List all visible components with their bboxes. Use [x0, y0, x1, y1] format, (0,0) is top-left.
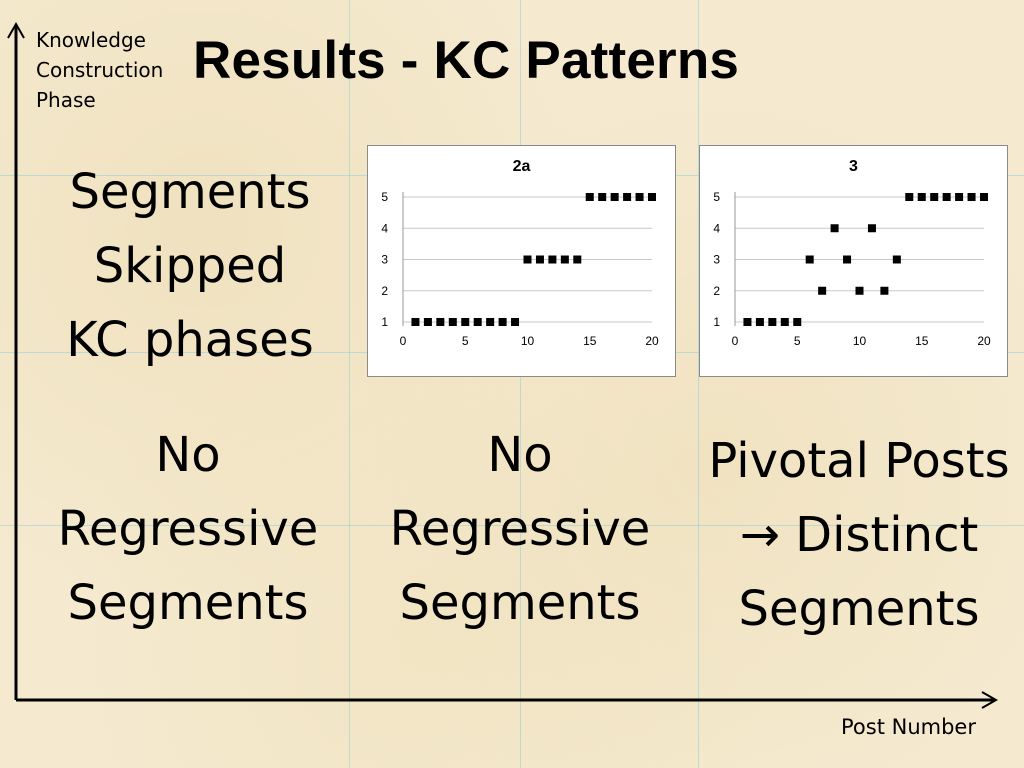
x-tick-label: 5: [794, 334, 801, 348]
y-tick-label: 1: [713, 315, 720, 329]
background-gridline: [0, 525, 1024, 526]
data-point: [905, 193, 914, 201]
row2-col1-line: No: [155, 427, 221, 483]
data-point: [448, 318, 457, 326]
row1-label: Segments Skipped KC phases: [40, 155, 340, 377]
x-tick-label: 10: [521, 334, 535, 348]
row2-col3-text: Pivotal Posts → Distinct Segments: [704, 424, 1014, 646]
slide-title: Results - KC Patterns: [193, 31, 740, 90]
y-tick-label: 3: [713, 253, 720, 267]
data-point: [930, 193, 939, 201]
background-gridline: [349, 0, 350, 768]
data-point: [411, 318, 420, 326]
row2-col3-line: Pivotal Posts: [708, 433, 1010, 489]
row2-col1-text: No Regressive Segments: [38, 418, 338, 640]
x-tick-label: 20: [645, 334, 659, 348]
x-tick-label: 15: [915, 334, 929, 348]
row1-label-line: Skipped: [93, 238, 287, 294]
data-point: [980, 193, 988, 201]
data-point: [942, 193, 951, 201]
data-point: [635, 193, 644, 201]
x-tick-label: 5: [462, 334, 469, 348]
data-point: [610, 193, 619, 201]
data-point: [511, 318, 520, 326]
data-point: [486, 318, 495, 326]
data-point: [818, 286, 827, 295]
data-point: [755, 318, 764, 326]
y-axis-label-line: Phase: [36, 88, 96, 112]
y-tick-label: 5: [713, 190, 720, 204]
chart-plot: 1 2 3 4 5 0 5 10 15 20: [713, 190, 991, 348]
y-tick-label: 2: [713, 284, 720, 298]
data-point: [585, 193, 594, 201]
data-point: [955, 193, 964, 201]
chart-title: 3: [849, 158, 858, 175]
chart-2a: 2a 1 2 3 4 5 0 5 10 15 20: [367, 145, 676, 377]
y-tick-label: 2: [381, 284, 388, 298]
row2-col2-line: No: [487, 427, 553, 483]
chart-3: 3 1 2 3 4 5 0 5 10 15 20: [699, 145, 1008, 377]
chart-plot: 1 2 3 4 5 0 5 10 15 20: [381, 190, 659, 348]
row2-col2-line: Segments: [399, 575, 641, 631]
row2-col2-line: Regressive: [389, 501, 651, 557]
data-point: [768, 318, 777, 326]
x-tick-label: 0: [732, 334, 739, 348]
data-point: [917, 193, 926, 201]
data-point: [461, 318, 470, 326]
data-point: [967, 193, 976, 201]
background-gridline: [520, 0, 521, 768]
row1-label-line: KC phases: [66, 312, 314, 368]
y-tick-label: 5: [381, 190, 388, 204]
y-axis-label: Knowledge Construction Phase: [36, 25, 163, 115]
row1-label-line: Segments: [69, 164, 311, 220]
row2-col3-line: Segments: [738, 581, 980, 637]
data-point: [498, 318, 507, 326]
chart-title: 2a: [512, 158, 531, 175]
data-point: [623, 193, 632, 201]
data-point: [598, 193, 607, 201]
data-point: [648, 193, 656, 201]
data-point: [830, 224, 839, 233]
y-tick-label: 1: [381, 315, 388, 329]
data-point: [573, 255, 582, 264]
row2-col2-text: No Regressive Segments: [370, 418, 670, 640]
data-point: [535, 255, 544, 264]
data-point: [743, 318, 752, 326]
data-point: [793, 318, 802, 326]
y-tick-label: 4: [713, 221, 720, 235]
y-tick-label: 3: [381, 253, 388, 267]
data-point: [560, 255, 569, 264]
data-point: [436, 318, 445, 326]
data-point: [805, 255, 814, 264]
row2-col3-line: → Distinct: [739, 507, 979, 563]
y-tick-label: 4: [381, 221, 388, 235]
x-tick-label: 20: [977, 334, 991, 348]
data-point: [780, 318, 789, 326]
y-axis-arrowhead: [7, 21, 25, 39]
y-axis-label-line: Construction: [36, 58, 164, 82]
y-axis-label-line: Knowledge: [36, 28, 146, 52]
data-point: [867, 224, 876, 233]
x-axis-label: Post Number: [841, 715, 976, 739]
data-point: [523, 255, 532, 264]
data-point: [855, 286, 864, 295]
data-point: [548, 255, 557, 264]
data-point: [423, 318, 432, 326]
data-point: [473, 318, 482, 326]
data-point: [880, 286, 889, 295]
row2-col1-line: Regressive: [57, 501, 319, 557]
x-tick-label: 15: [583, 334, 597, 348]
data-point: [843, 255, 852, 264]
data-point: [892, 255, 901, 264]
x-tick-label: 10: [853, 334, 867, 348]
background-gridline: [698, 0, 699, 768]
x-axis-arrowhead: [981, 691, 999, 709]
x-tick-label: 0: [400, 334, 407, 348]
row2-col1-line: Segments: [67, 575, 309, 631]
